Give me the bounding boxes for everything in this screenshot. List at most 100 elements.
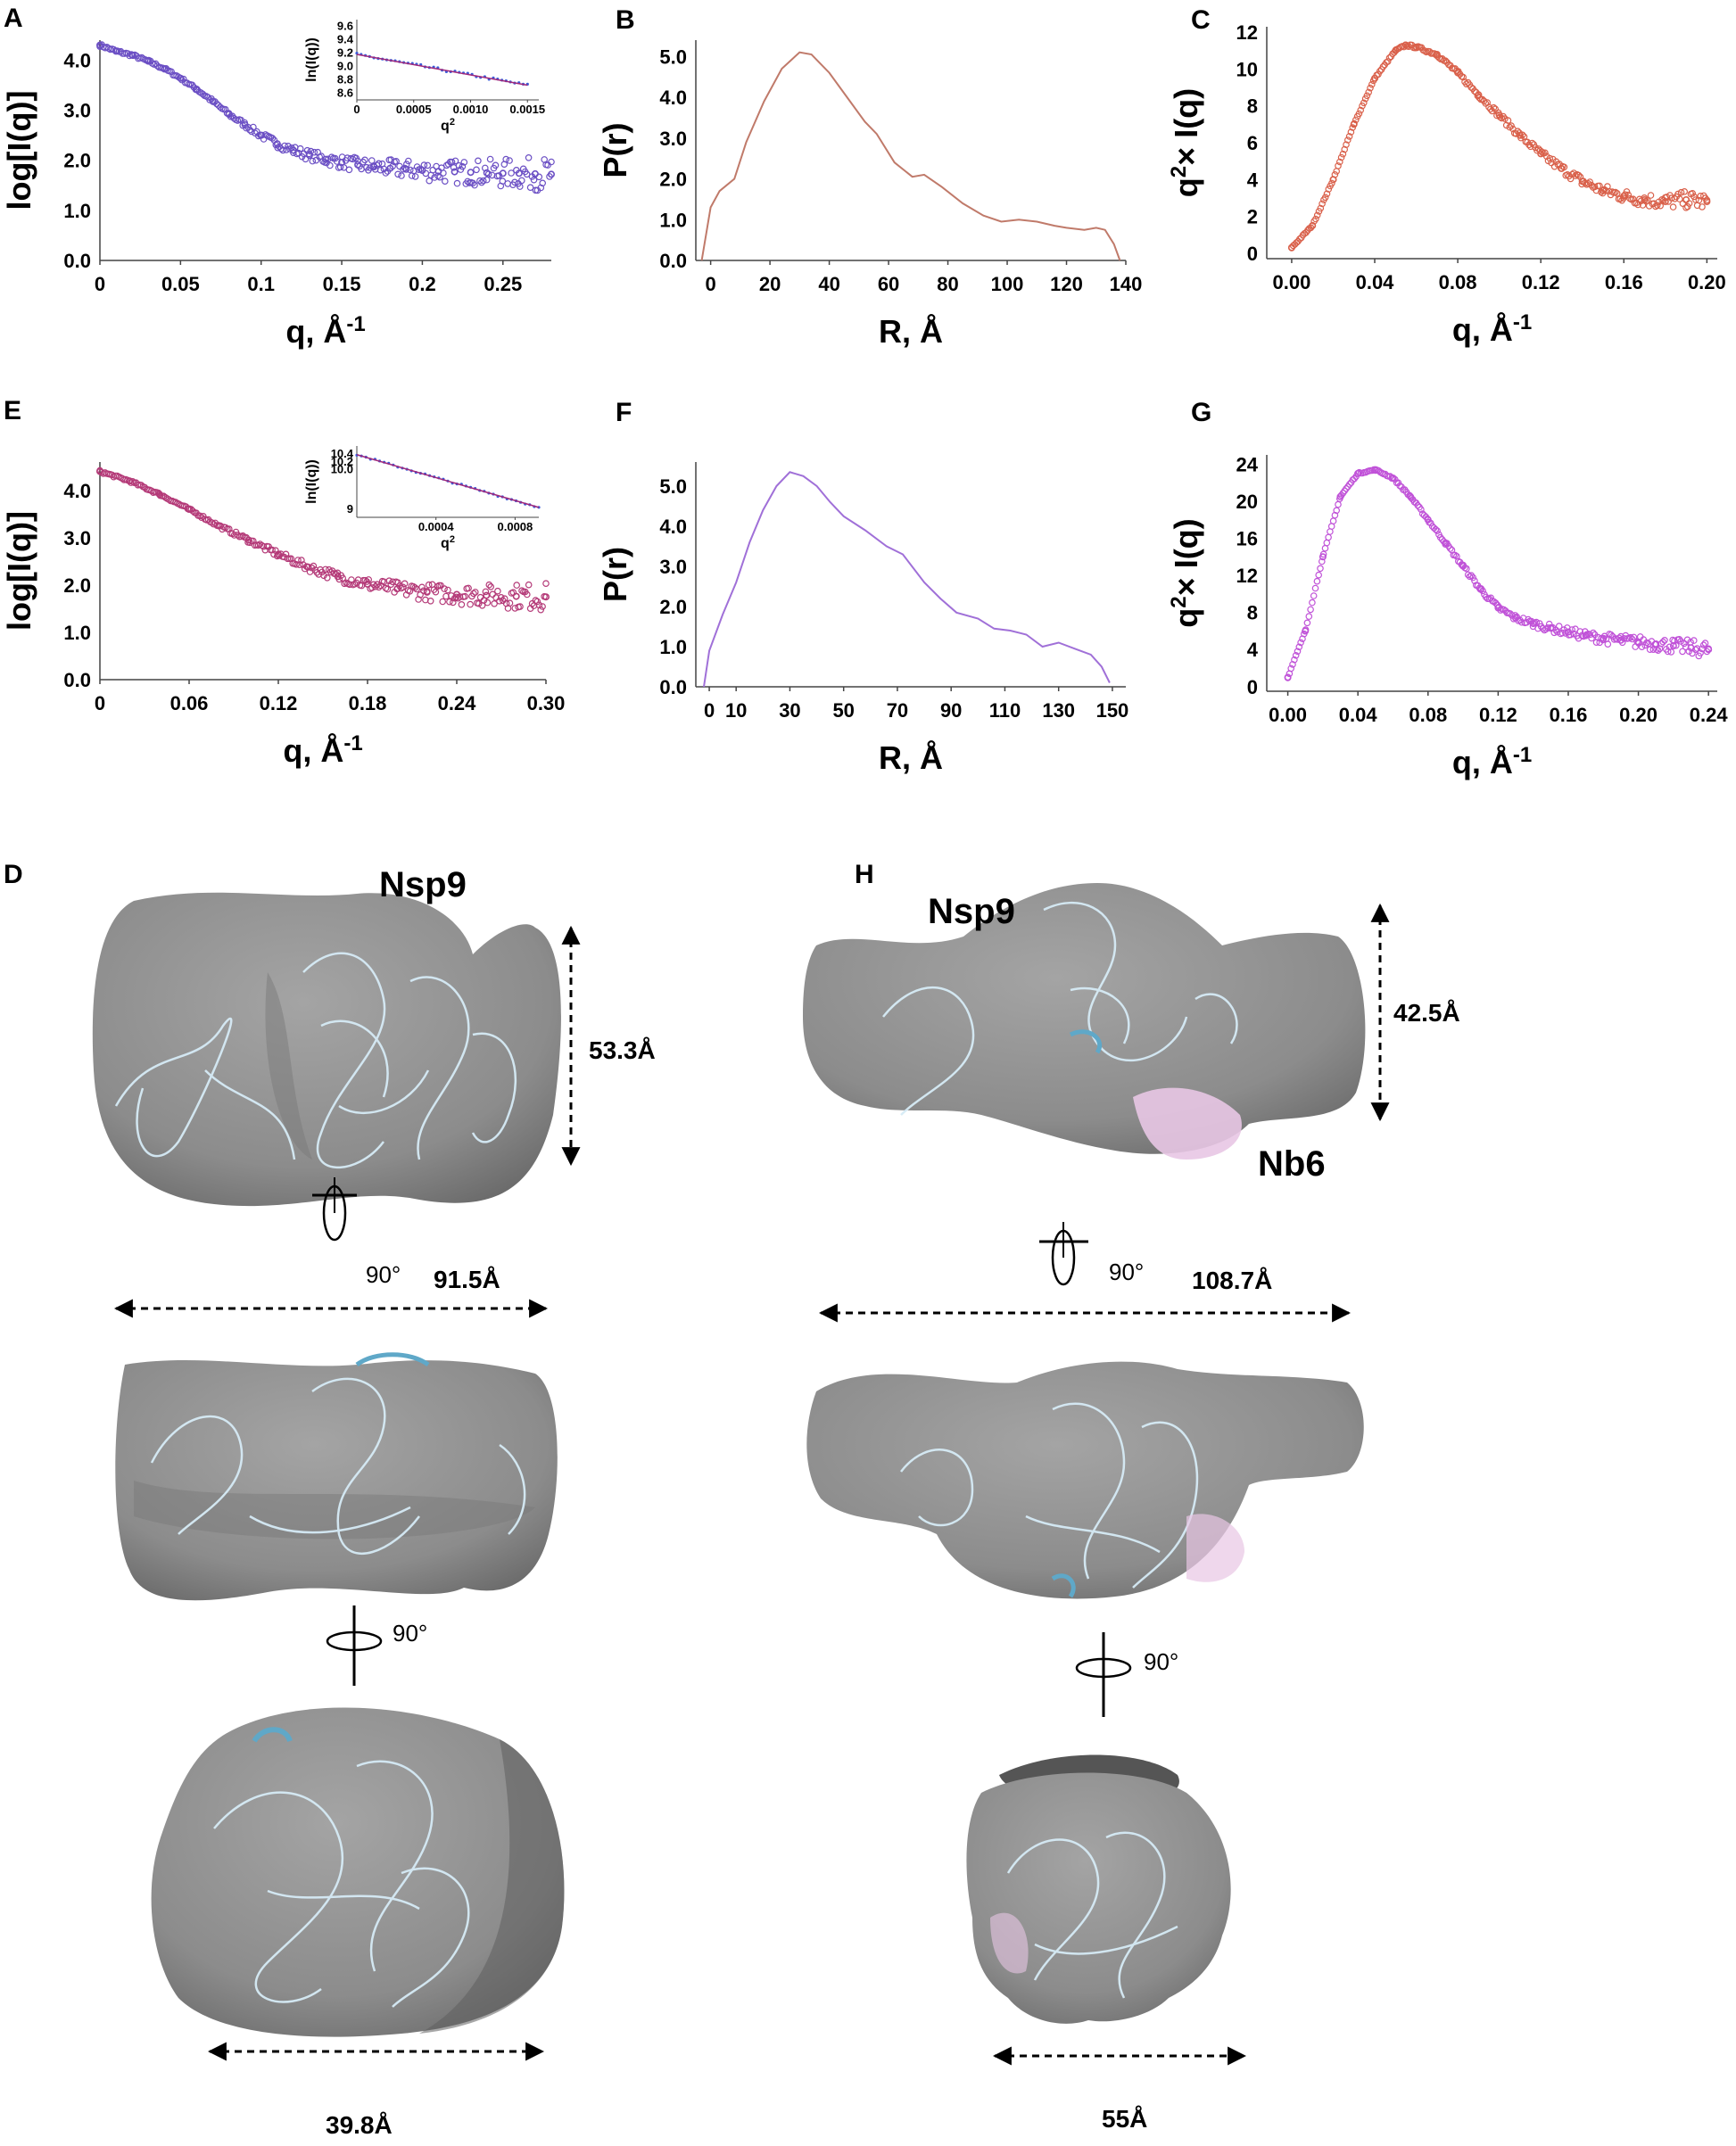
- data-point: [321, 155, 329, 163]
- data-point: [1329, 176, 1337, 184]
- data-point: [516, 183, 524, 190]
- data-point: [1576, 628, 1584, 635]
- data-point: [155, 491, 163, 499]
- data-point: [322, 565, 329, 574]
- dimension-bottom-d: 39.8Å: [326, 2111, 393, 2139]
- data-point: [1360, 99, 1368, 107]
- data-point: [1371, 74, 1379, 82]
- data-point: [1335, 500, 1342, 508]
- data-point: [476, 177, 484, 185]
- data-point: [471, 181, 478, 189]
- x-axis-label: q, Å-1: [1452, 310, 1532, 349]
- data-point: [548, 158, 555, 166]
- data-point: [1586, 631, 1594, 639]
- data-point: [1525, 141, 1533, 149]
- data-point: [281, 142, 288, 150]
- data-point: [386, 164, 394, 172]
- data-point: [1392, 46, 1400, 54]
- x-tick-label: 0.24: [1690, 704, 1729, 726]
- y-tick-label: 12: [1236, 565, 1258, 587]
- panel-letter-d: D: [4, 860, 23, 889]
- data-point: [1357, 106, 1365, 114]
- data-point: [222, 524, 229, 532]
- data-point: [1542, 149, 1549, 157]
- data-point: [423, 588, 431, 596]
- data-point: [1705, 646, 1713, 654]
- y-tick-label: 9: [347, 502, 353, 516]
- data-point: [434, 168, 442, 176]
- y-tick-label: 10.2: [331, 455, 353, 468]
- data-point: [420, 587, 427, 595]
- data-point: [1564, 171, 1571, 178]
- dimension-height-h: 42.5Å: [1393, 999, 1460, 1027]
- data-point: [1433, 50, 1441, 58]
- data-point: [1681, 188, 1689, 195]
- y-tick-label: 1.0: [659, 209, 687, 231]
- data-point: [1490, 103, 1498, 111]
- data-point: [1506, 123, 1514, 131]
- data-point: [1328, 179, 1335, 187]
- x-tick-label: 0.30: [527, 692, 566, 714]
- panel-letter-f: F: [616, 398, 632, 427]
- data-point: [1344, 136, 1352, 144]
- data-point: [418, 583, 426, 591]
- data-point: [244, 536, 252, 544]
- data-point: [458, 600, 466, 608]
- data-point: [1575, 171, 1583, 179]
- data-point: [1471, 577, 1478, 585]
- data-point: [455, 161, 463, 169]
- data-point: [1630, 633, 1638, 641]
- data-point: [485, 581, 493, 589]
- data-point: [360, 158, 367, 166]
- data-point: [1701, 640, 1709, 647]
- data-point: [375, 160, 383, 168]
- data-point: [1699, 203, 1706, 210]
- data-point: [1333, 507, 1341, 515]
- data-point: [1604, 640, 1612, 648]
- data-point: [1336, 158, 1343, 166]
- y-axis-label: q2× I(q): [1167, 88, 1205, 197]
- data-point: [494, 587, 501, 595]
- y-tick-label: 0.0: [63, 669, 91, 691]
- y-tick-label: 3.0: [63, 100, 91, 122]
- x-tick-label: 140: [1110, 273, 1143, 295]
- data-point: [208, 519, 216, 526]
- x-tick-label: 100: [991, 273, 1024, 295]
- y-tick-label: 9.2: [337, 46, 353, 60]
- data-point: [1401, 41, 1409, 49]
- data-point: [1379, 63, 1387, 70]
- y-tick-label: 10.4: [331, 447, 354, 460]
- data-point: [177, 74, 185, 82]
- data-point: [492, 161, 500, 169]
- rotation-icon-h-1: [1039, 1222, 1088, 1286]
- data-point: [1321, 544, 1329, 552]
- data-point: [250, 123, 257, 131]
- data-point: [1368, 80, 1376, 88]
- data-point: [401, 580, 409, 588]
- ribbon-h-top: [900, 1402, 1199, 1589]
- y-axis-label: P(r): [597, 547, 633, 602]
- y-tick-label: 4.0: [659, 516, 687, 538]
- data-point: [1659, 638, 1667, 646]
- data-point: [1652, 202, 1659, 210]
- data-point: [273, 140, 281, 148]
- x-tick-label: 40: [818, 273, 839, 295]
- data-point: [1412, 43, 1420, 51]
- data-point: [525, 154, 533, 161]
- data-point: [1643, 639, 1650, 647]
- x-tick-label: 0.08: [1439, 271, 1477, 293]
- data-point: [1459, 562, 1467, 570]
- y-tick-label: 16: [1236, 528, 1258, 550]
- data-point: [1685, 648, 1693, 656]
- data-point: [1697, 649, 1704, 656]
- data-point: [441, 177, 449, 186]
- data-point: [541, 593, 550, 601]
- data-point: [449, 598, 457, 607]
- data-point: [1295, 643, 1303, 651]
- data-point: [1554, 628, 1561, 636]
- data-point: [1504, 117, 1512, 124]
- data-point: [1476, 585, 1484, 593]
- x-tick-label: 130: [1042, 699, 1075, 722]
- data-point: [241, 120, 249, 128]
- data-point: [1297, 639, 1304, 647]
